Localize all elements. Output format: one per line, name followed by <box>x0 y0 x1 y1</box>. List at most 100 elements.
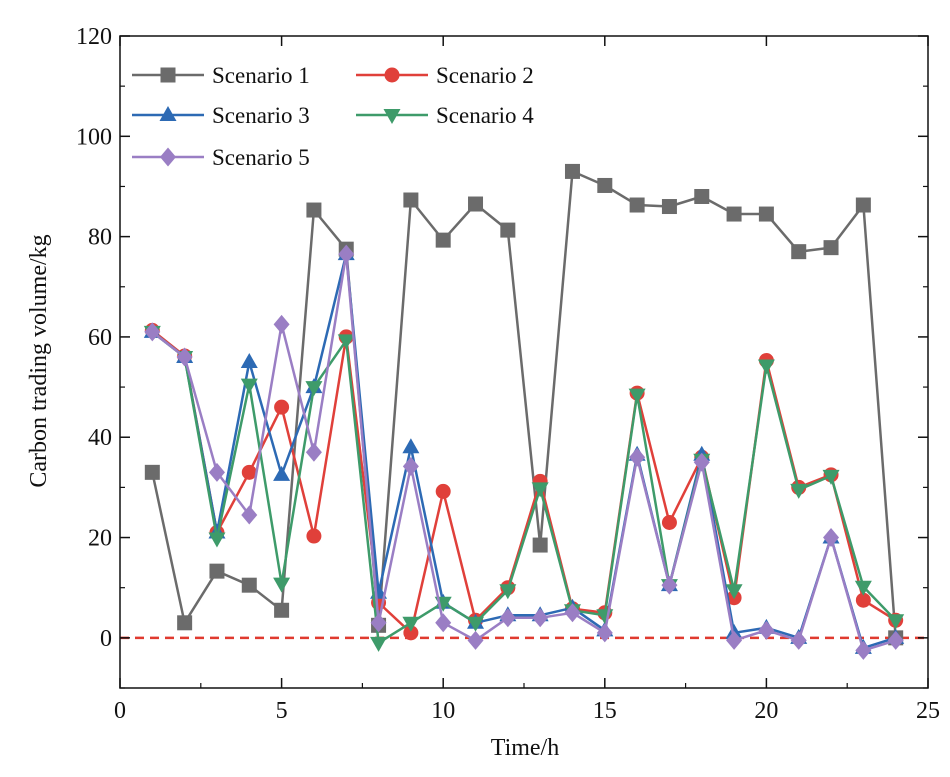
data-point-scenario-1-12 <box>500 222 516 238</box>
data-point-scenario-2-23 <box>855 592 871 608</box>
data-point-scenario-1-14 <box>564 163 580 179</box>
data-point-scenario-1-3 <box>209 563 225 579</box>
y-axis-label: Carbon trading volume/kg <box>26 234 52 487</box>
legend-item-scenario-1: Scenario 1 <box>132 63 310 88</box>
data-point-scenario-5-9 <box>402 456 419 476</box>
y-tick-label: 120 <box>76 24 112 50</box>
x-tick-label: 15 <box>593 698 617 724</box>
data-point-scenario-4-24 <box>887 614 905 630</box>
data-point-scenario-3-4 <box>240 353 258 368</box>
y-tick-label: 60 <box>88 325 112 351</box>
data-point-scenario-5-5 <box>273 314 290 334</box>
x-tick-label: 5 <box>276 698 288 724</box>
series-line-scenario-5 <box>151 252 897 652</box>
legend-label: Scenario 1 <box>212 63 310 88</box>
data-point-scenario-1-16 <box>629 197 645 213</box>
legend-item-scenario-4: Scenario 4 <box>356 103 534 128</box>
data-point-scenario-5-4 <box>241 505 258 525</box>
x-tick-label: 0 <box>114 698 126 724</box>
data-point-scenario-1-9 <box>403 192 419 208</box>
data-point-scenario-5-6 <box>305 442 322 462</box>
legend-item-scenario-3: Scenario 3 <box>132 103 310 128</box>
data-point-scenario-1-21 <box>791 244 807 260</box>
data-point-scenario-5-10 <box>435 613 452 633</box>
data-point-scenario-1-2 <box>177 615 193 631</box>
data-point-scenario-4-4 <box>240 378 258 394</box>
data-point-scenario-4-22 <box>822 469 840 485</box>
data-point-scenario-5-2 <box>176 347 193 367</box>
legend-item-scenario-5: Scenario 5 <box>132 145 310 170</box>
data-point-scenario-1-13 <box>532 537 548 553</box>
legend-label: Scenario 3 <box>212 103 310 128</box>
x-axis-label: Time/h <box>491 735 559 761</box>
data-point-scenario-2-4 <box>241 464 257 480</box>
legend-marker <box>160 147 176 167</box>
data-point-scenario-5-8 <box>370 613 387 633</box>
data-point-scenario-5-22 <box>823 528 840 548</box>
data-point-scenario-1-4 <box>241 577 257 593</box>
series-line-scenario-3 <box>151 252 897 650</box>
data-point-scenario-5-3 <box>208 462 225 482</box>
series-scenario-5 <box>144 244 904 660</box>
data-point-scenario-1-1 <box>144 464 160 480</box>
data-point-scenario-5-11 <box>467 630 484 650</box>
data-point-scenario-1-6 <box>306 202 322 218</box>
plot-frame <box>119 35 929 689</box>
legend-label: Scenario 5 <box>212 145 310 170</box>
y-tick-label: 20 <box>88 526 112 552</box>
data-point-scenario-4-21 <box>790 483 808 499</box>
data-point-scenario-5-16 <box>629 447 646 467</box>
data-point-scenario-2-17 <box>661 514 677 530</box>
data-point-scenario-5-12 <box>499 608 516 628</box>
series-scenario-4 <box>143 325 905 652</box>
data-point-scenario-5-19 <box>726 630 743 650</box>
data-point-scenario-1-10 <box>435 232 451 248</box>
legend-marker <box>383 109 401 124</box>
data-point-scenario-4-23 <box>854 580 872 596</box>
x-tick-label: 25 <box>916 698 940 724</box>
data-point-scenario-2-9 <box>403 625 419 641</box>
axes-layer: 0 5 10 15 20 25 0 20 40 60 80 100 120 <box>76 24 940 724</box>
x-tick-label: 10 <box>431 698 455 724</box>
data-point-scenario-5-7 <box>338 244 355 264</box>
data-point-scenario-4-7 <box>337 334 355 350</box>
data-point-scenario-4-5 <box>273 577 291 593</box>
series-line-scenario-4 <box>151 330 897 645</box>
series-layer <box>143 163 905 660</box>
legend: Scenario 1 Scenario 2 Scenario 3 Scenario 4… <box>132 63 534 170</box>
series-line-scenario-1 <box>151 170 897 638</box>
legend-marker <box>160 67 176 83</box>
data-point-scenario-4-19 <box>725 584 743 600</box>
data-point-scenario-4-11 <box>467 616 485 632</box>
data-point-scenario-1-19 <box>726 206 742 222</box>
data-point-scenario-1-17 <box>661 199 677 215</box>
data-point-scenario-4-20 <box>757 359 775 375</box>
legend-item-scenario-2: Scenario 2 <box>356 63 534 88</box>
data-point-scenario-1-23 <box>855 197 871 213</box>
y-tick-label: 80 <box>88 225 112 251</box>
data-point-scenario-5-17 <box>661 575 678 595</box>
y-tick-label: 0 <box>100 626 112 652</box>
data-point-scenario-3-9 <box>402 438 420 454</box>
legend-label: Scenario 4 <box>436 103 534 128</box>
data-point-scenario-5-13 <box>532 608 549 628</box>
data-point-scenario-5-18 <box>693 452 710 472</box>
data-point-scenario-4-9 <box>402 616 420 632</box>
data-point-scenario-1-18 <box>694 188 710 204</box>
data-point-scenario-5-1 <box>144 322 161 342</box>
data-point-scenario-2-6 <box>306 528 322 544</box>
legend-marker <box>159 106 177 121</box>
data-point-scenario-5-24 <box>887 630 904 650</box>
data-point-scenario-5-20 <box>758 620 775 640</box>
y-tick-label: 100 <box>76 124 112 150</box>
data-point-scenario-4-16 <box>628 388 646 404</box>
data-point-scenario-4-6 <box>305 381 323 397</box>
legend-label: Scenario 2 <box>436 63 534 88</box>
data-point-scenario-1-15 <box>597 177 613 193</box>
data-point-scenario-5-15 <box>596 623 613 643</box>
data-point-scenario-1-11 <box>468 196 484 212</box>
data-point-scenario-5-23 <box>855 640 872 660</box>
data-point-scenario-4-12 <box>499 584 517 600</box>
